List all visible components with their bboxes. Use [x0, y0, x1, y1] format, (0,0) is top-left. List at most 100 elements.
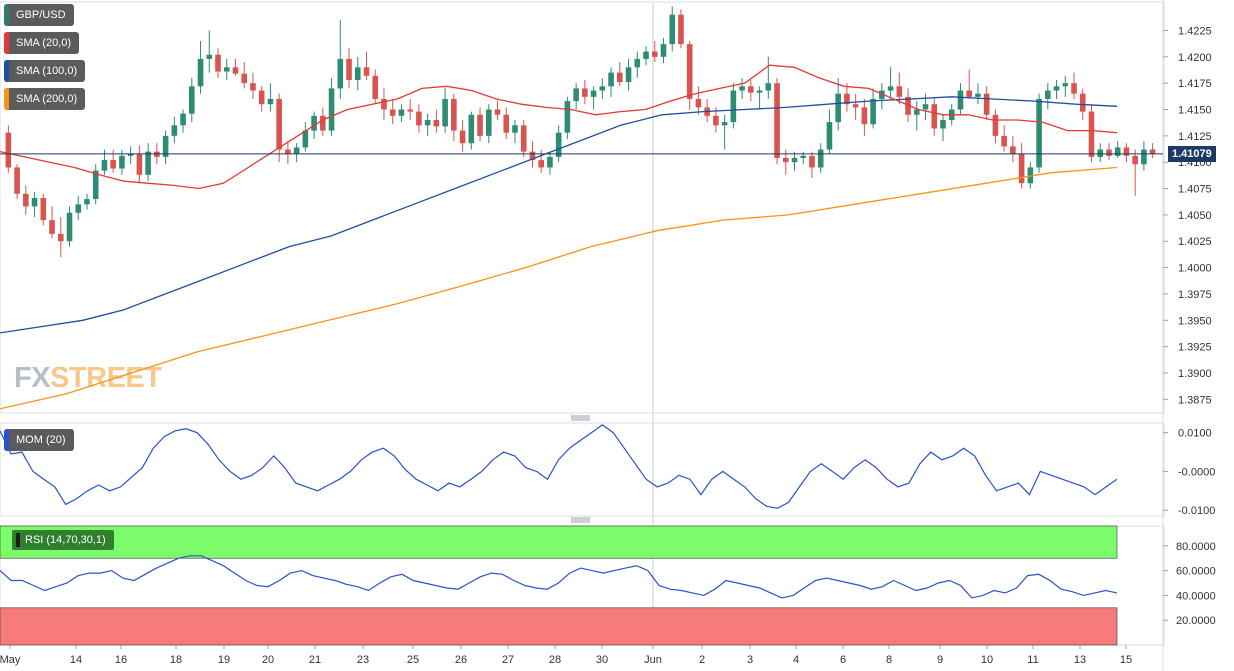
legend-item[interactable]: SMA (200,0): [4, 88, 86, 110]
candle-body: [660, 44, 667, 57]
candle-body: [975, 93, 981, 97]
candle-body: [485, 109, 492, 136]
candle-body: [31, 198, 38, 207]
x-tick-label: 26: [455, 654, 467, 666]
candle-body: [1123, 147, 1130, 156]
candle-body: [503, 114, 510, 133]
candle-body: [599, 86, 606, 91]
candle-body: [713, 115, 719, 126]
y-axes: 1.42251.42001.41751.41501.41251.41001.40…: [1163, 25, 1216, 627]
candle-body: [520, 125, 527, 152]
candle-body: [870, 98, 876, 125]
candle-body: [363, 67, 370, 76]
candle-body: [92, 170, 99, 200]
x-tick-label: 18: [170, 654, 182, 666]
candle-body: [468, 114, 475, 144]
candle-body: [512, 125, 518, 133]
candle-body: [372, 75, 379, 99]
candle-body: [983, 93, 990, 115]
x-tick-label: 27: [502, 654, 514, 666]
candle-body: [826, 122, 833, 150]
candle-body: [564, 101, 571, 133]
candle-body: [171, 125, 178, 136]
candle-body: [739, 86, 745, 91]
rsi-label: RSI (14,70,30,1): [12, 530, 114, 550]
candle-body: [896, 86, 903, 97]
legend-label: SMA (100,0): [16, 65, 78, 77]
candle-body: [782, 157, 789, 163]
candle-body: [1018, 153, 1025, 184]
candle-body: [189, 86, 195, 114]
legend-swatch: [4, 60, 9, 82]
candle-body: [162, 135, 169, 157]
candle-body: [1097, 149, 1104, 157]
x-tick-label: 20: [262, 654, 274, 666]
candle-body: [1036, 98, 1042, 168]
mom-label[interactable]: MOM (20): [4, 429, 74, 451]
candle-body: [529, 151, 536, 161]
price-tick-label: 1.4025: [1178, 236, 1212, 248]
candle-body: [1045, 90, 1051, 99]
candle-body: [398, 109, 405, 116]
candle-body: [354, 67, 361, 80]
candle-body: [1079, 93, 1086, 112]
candle-body: [232, 67, 239, 74]
candle-body: [197, 58, 204, 87]
candle-body: [389, 109, 396, 116]
sma200-line: [0, 166, 1118, 410]
rsi-swatch: [16, 533, 20, 547]
candle-body: [241, 73, 248, 84]
candle-body: [84, 199, 90, 205]
candle-body: [913, 109, 920, 115]
price-tick-label: 1.3975: [1178, 289, 1212, 301]
x-tick-label: May: [0, 654, 21, 666]
rsi-oversold-zone: [0, 607, 1118, 646]
candle-body: [686, 44, 693, 99]
rsi-tick-label: 20.0000: [1176, 615, 1216, 627]
candle-body: [538, 160, 544, 168]
candle-body: [119, 155, 125, 169]
candle-body: [1149, 149, 1156, 154]
candle-body: [809, 155, 815, 168]
candle-body: [651, 51, 658, 57]
candle-body: [678, 14, 684, 45]
candle-body: [617, 72, 623, 83]
candle-body: [215, 54, 221, 72]
mom-label-text: MOM (20): [16, 434, 66, 446]
candle-body: [817, 149, 824, 168]
x-tick-label: 4: [793, 654, 799, 666]
candle-body: [49, 220, 55, 234]
candle-body: [1001, 135, 1007, 147]
x-tick-label: Jun: [644, 654, 662, 666]
legend-item[interactable]: SMA (100,0): [4, 60, 86, 82]
price-tick-label: 1.3875: [1178, 394, 1212, 406]
price-tick-label: 1.3925: [1178, 342, 1212, 354]
candle-body: [625, 67, 632, 83]
x-tick-label: 14: [70, 654, 82, 666]
candle-body: [582, 88, 588, 97]
candle-body: [337, 58, 344, 89]
x-tick-label: 6: [840, 654, 846, 666]
current-price-badge: 1.41079: [1168, 146, 1216, 162]
price-tick-label: 1.4050: [1178, 210, 1212, 222]
legend-item[interactable]: SMA (20,0): [4, 32, 80, 54]
sma100-line: [0, 96, 1118, 334]
candle-body: [1027, 167, 1034, 184]
x-tick-label: 28: [549, 654, 561, 666]
x-tick-label: 25: [407, 654, 419, 666]
candle-body: [75, 204, 82, 213]
momentum-panel: [0, 424, 1118, 509]
candle-body: [57, 233, 64, 242]
price-tick-label: 1.3950: [1178, 315, 1212, 327]
candle-body: [573, 88, 579, 102]
x-tick-label: 9: [937, 654, 943, 666]
candle-body: [774, 83, 780, 158]
momentum-frame: [0, 422, 1165, 517]
legend-swatch: [4, 88, 9, 110]
legend-item[interactable]: GBP/USD: [4, 4, 74, 26]
candle-body: [590, 90, 597, 97]
price-tick-label: 1.4000: [1178, 263, 1212, 275]
candle-body: [879, 90, 885, 99]
candle-body: [23, 193, 29, 207]
